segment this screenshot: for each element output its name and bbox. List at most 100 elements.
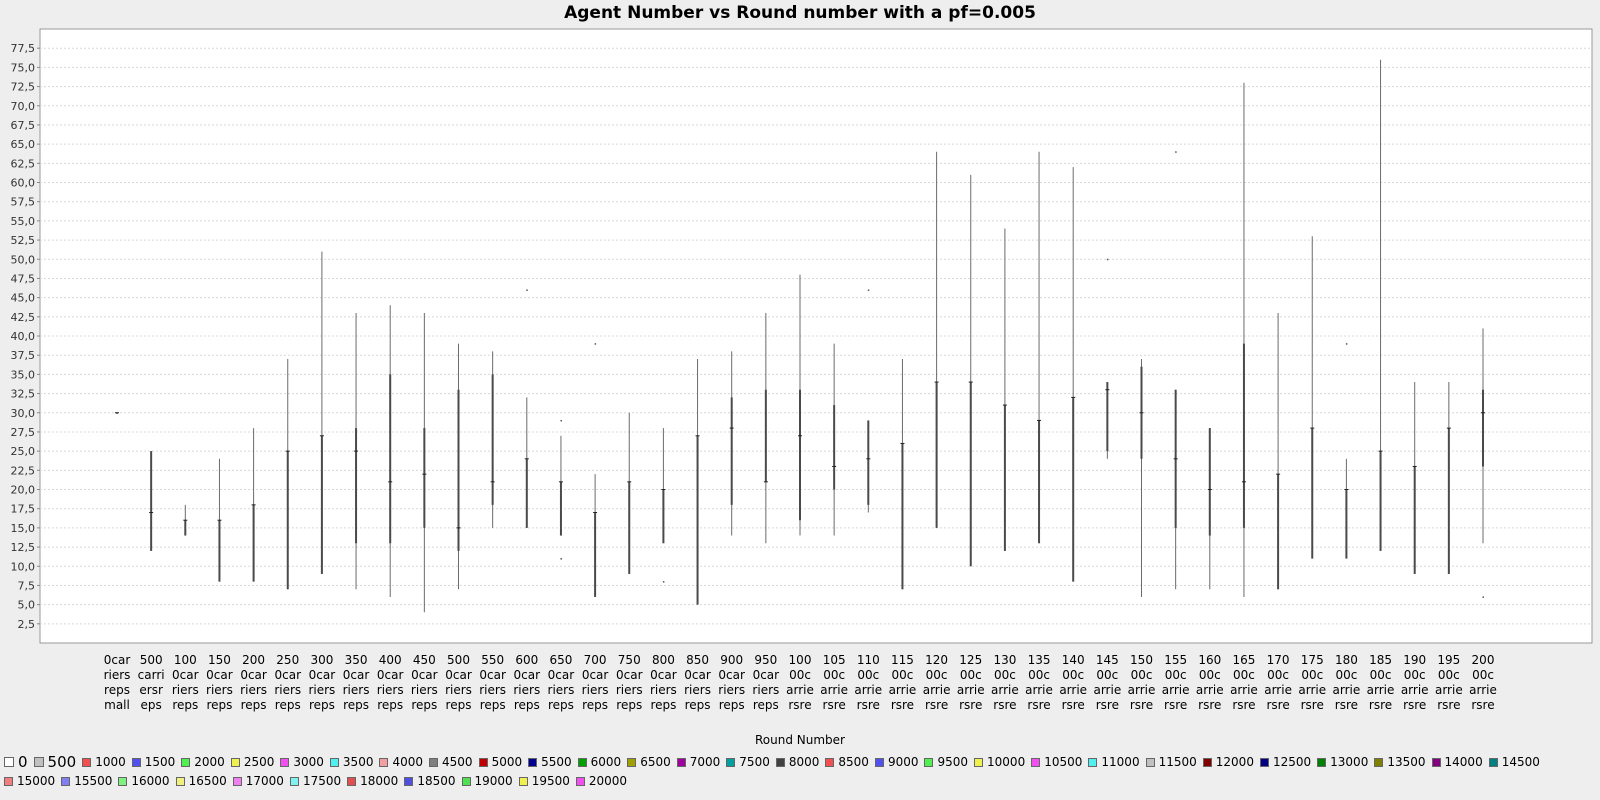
- chart-title: Agent Number vs Round number with a pf=0…: [564, 3, 1036, 23]
- box-6: [319, 251, 324, 574]
- legend-label: 13000: [1330, 755, 1369, 769]
- box-body: [799, 389, 801, 521]
- box-8: [388, 305, 393, 597]
- box-body: [730, 397, 733, 505]
- box-15: [627, 412, 632, 574]
- boxes: [115, 59, 1485, 613]
- box-17: [695, 359, 700, 605]
- y-tick-label: 37,5: [11, 349, 36, 362]
- legend-swatch: [575, 776, 585, 786]
- box-body: [1208, 428, 1211, 536]
- box-outlier: [1345, 343, 1348, 345]
- x-tick-label: 0car riers reps mall: [104, 653, 131, 712]
- box-body: [525, 458, 528, 528]
- legend-item: 4000: [379, 754, 423, 770]
- box-body: [423, 428, 426, 528]
- legend-label: 14500: [1501, 755, 1540, 769]
- box-9: [422, 312, 427, 613]
- box-outlier: [867, 289, 870, 291]
- box-body: [1345, 489, 1348, 559]
- box-10: [456, 343, 461, 590]
- box-27: [1037, 151, 1042, 544]
- y-tick-label: 25,0: [11, 445, 36, 458]
- box-body: [184, 520, 187, 536]
- y-tick-label: 45,0: [11, 292, 36, 305]
- legend-swatch: [627, 757, 637, 767]
- legend-item: 5000: [478, 754, 522, 770]
- box-25: [968, 174, 973, 567]
- box-body: [1277, 474, 1280, 590]
- legend-swatch: [577, 757, 587, 767]
- legend-swatch: [230, 757, 240, 767]
- box-plot: 2,5 5,0 7,5 10,0 12,5 15,0 17,5 20,0 22,5 25,0 27,…: [11, 28, 1593, 712]
- box-12: [524, 289, 529, 528]
- legend-swatch: [1031, 757, 1041, 767]
- legend-swatch: [82, 757, 92, 767]
- legend-label: 500: [47, 753, 77, 771]
- x-tick-label: 120 00c arrie rsre: [923, 653, 951, 712]
- box-13: [558, 419, 563, 560]
- legend-label: 3000: [293, 755, 324, 769]
- box-outlier: [1482, 596, 1484, 598]
- box-body: [1413, 466, 1416, 574]
- legend-item: 1500: [131, 754, 175, 770]
- y-tick-label: 40,0: [11, 330, 36, 343]
- legend-swatch: [478, 757, 488, 767]
- legend-item: 9500: [924, 754, 968, 770]
- box-body: [662, 489, 665, 544]
- box-body: [901, 443, 904, 590]
- box-body: [696, 435, 699, 605]
- legend-label: 0: [18, 753, 28, 771]
- y-tick-label: 60,0: [11, 177, 36, 190]
- legend-swatch: [1202, 757, 1212, 767]
- legend-item: 16500: [175, 773, 227, 789]
- legend-item: 3500: [329, 754, 373, 770]
- x-tick-label: 250 0car riers reps: [274, 653, 301, 712]
- legend-swatch: [181, 757, 191, 767]
- y-tick-label: 42,5: [11, 311, 36, 324]
- box-38: [1412, 382, 1417, 574]
- legend: 0 500 1000 1500 2000 2500 3000 3500 4000 4500 5000…: [4, 753, 1596, 789]
- box-4: [251, 428, 256, 582]
- legend-label: 5500: [541, 755, 572, 769]
- x-tick-label: 180 00c arrie rsre: [1333, 653, 1361, 712]
- box-body: [867, 420, 870, 505]
- y-tick-label: 65,0: [11, 138, 36, 151]
- legend-swatch: [1088, 757, 1098, 767]
- x-tick-label: 300 0car riers reps: [308, 653, 335, 712]
- box-body: [1242, 343, 1245, 528]
- legend-label: 7500: [739, 755, 770, 769]
- legend-item: 7000: [676, 754, 720, 770]
- legend-swatch: [379, 757, 389, 767]
- y-tick-label: 7,5: [18, 579, 36, 592]
- x-tick-label: 125 00c arrie rsre: [957, 653, 985, 712]
- x-tick-label: 170 00c arrie rsre: [1264, 653, 1292, 712]
- box-body: [457, 389, 460, 551]
- y-tick-label: 50,0: [11, 253, 36, 266]
- y-tick-label: 75,0: [11, 61, 36, 74]
- legend-item: 16000: [118, 773, 170, 789]
- box-18: [729, 351, 734, 536]
- x-tick-label: 115 00c arrie rsre: [889, 653, 917, 712]
- box-16: [661, 428, 666, 583]
- legend-item: 0: [4, 753, 28, 771]
- legend-item: 19000: [461, 773, 513, 789]
- x-tick-label: 600 0car riers reps: [513, 653, 540, 712]
- box-40: [1481, 328, 1485, 598]
- legend-swatch: [232, 776, 242, 786]
- legend-label: 18500: [417, 774, 456, 788]
- legend-label: 20000: [588, 774, 628, 788]
- x-tick-label: 135 00c arrie rsre: [1025, 653, 1053, 712]
- x-tick-label: 195 00c arrie rsre: [1435, 653, 1463, 712]
- x-tick-label: 650 0car riers reps: [548, 653, 575, 712]
- x-tick-label: 750 0car riers reps: [616, 653, 643, 712]
- x-tick-label: 130 00c arrie rsre: [991, 653, 1019, 712]
- y-tick-label: 10,0: [11, 560, 36, 573]
- box-body: [764, 389, 767, 482]
- legend-item: 6500: [627, 754, 671, 770]
- x-tick-label: 200 0car riers reps: [240, 653, 267, 712]
- legend-item: 17500: [289, 773, 341, 789]
- box-body: [1038, 420, 1041, 544]
- legend-swatch: [61, 776, 71, 786]
- legend-item: 18500: [404, 773, 456, 789]
